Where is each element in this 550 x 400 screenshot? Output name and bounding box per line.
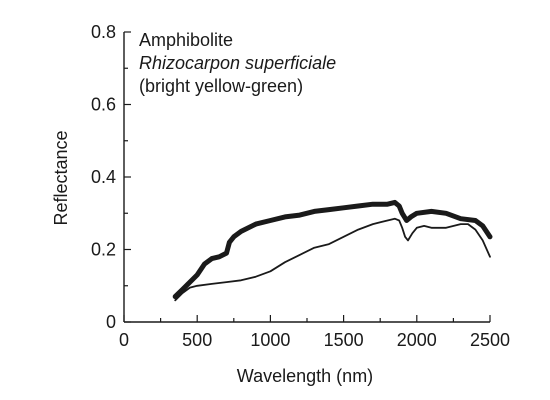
y-tick-label: 0.4: [91, 167, 116, 187]
y-tick-label: 0.8: [91, 22, 116, 42]
annotation-color: (bright yellow-green): [139, 76, 303, 96]
y-axis-title: Reflectance: [51, 130, 71, 225]
x-tick-label: 2500: [470, 330, 510, 350]
x-axis-ticks: 0 500 1000 1500 2000 2500: [119, 315, 510, 350]
annotation-species: Rhizocarpon superficiale: [139, 53, 336, 73]
y-axis-ticks: 0 0.2 0.4 0.6 0.8: [91, 22, 131, 332]
x-tick-label: 1000: [250, 330, 290, 350]
y-tick-label: 0.2: [91, 240, 116, 260]
y-tick-label: 0.6: [91, 95, 116, 115]
x-tick-label: 500: [182, 330, 212, 350]
x-tick-label: 0: [119, 330, 129, 350]
series-line-thick: [172, 199, 493, 300]
series-line-thin: [174, 217, 491, 302]
x-tick-label: 2000: [397, 330, 437, 350]
x-tick-label: 1500: [324, 330, 364, 350]
series-layer: [172, 199, 493, 302]
x-axis-title: Wavelength (nm): [237, 366, 373, 386]
annotation-rock: Amphibolite: [139, 30, 233, 50]
y-tick-label: 0: [106, 312, 116, 332]
